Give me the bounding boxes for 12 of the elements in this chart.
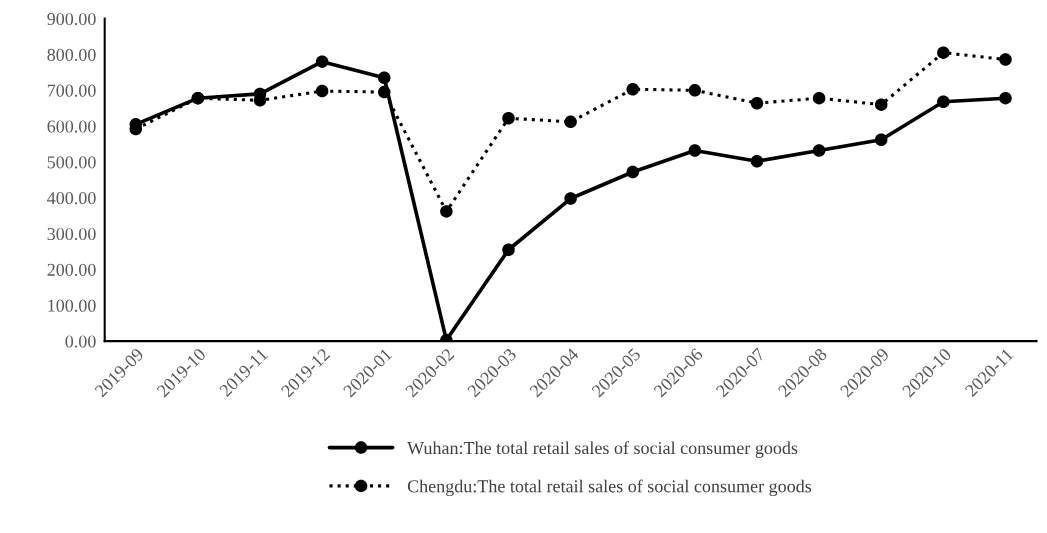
y-tick-label: 500.00 [47, 156, 96, 169]
y-tick-label: 600.00 [47, 120, 96, 133]
legend-label: Chengdu:The total retail sales of social consumer goods [407, 479, 812, 497]
y-tick-label: 400.00 [47, 192, 96, 205]
legend-label: Wuhan:The total retail sales of social consumer goods [407, 441, 798, 458]
y-tick-label: 700.00 [47, 84, 96, 97]
y-tick-label: 800.00 [47, 48, 96, 62]
y-tick-label: 300.00 [47, 227, 96, 241]
y-tick-label: 0.00 [65, 335, 96, 348]
y-tick-label: 900.00 [47, 12, 96, 26]
y-tick-label: 100.00 [48, 299, 96, 312]
y-tick-label: 200.00 [47, 263, 96, 276]
